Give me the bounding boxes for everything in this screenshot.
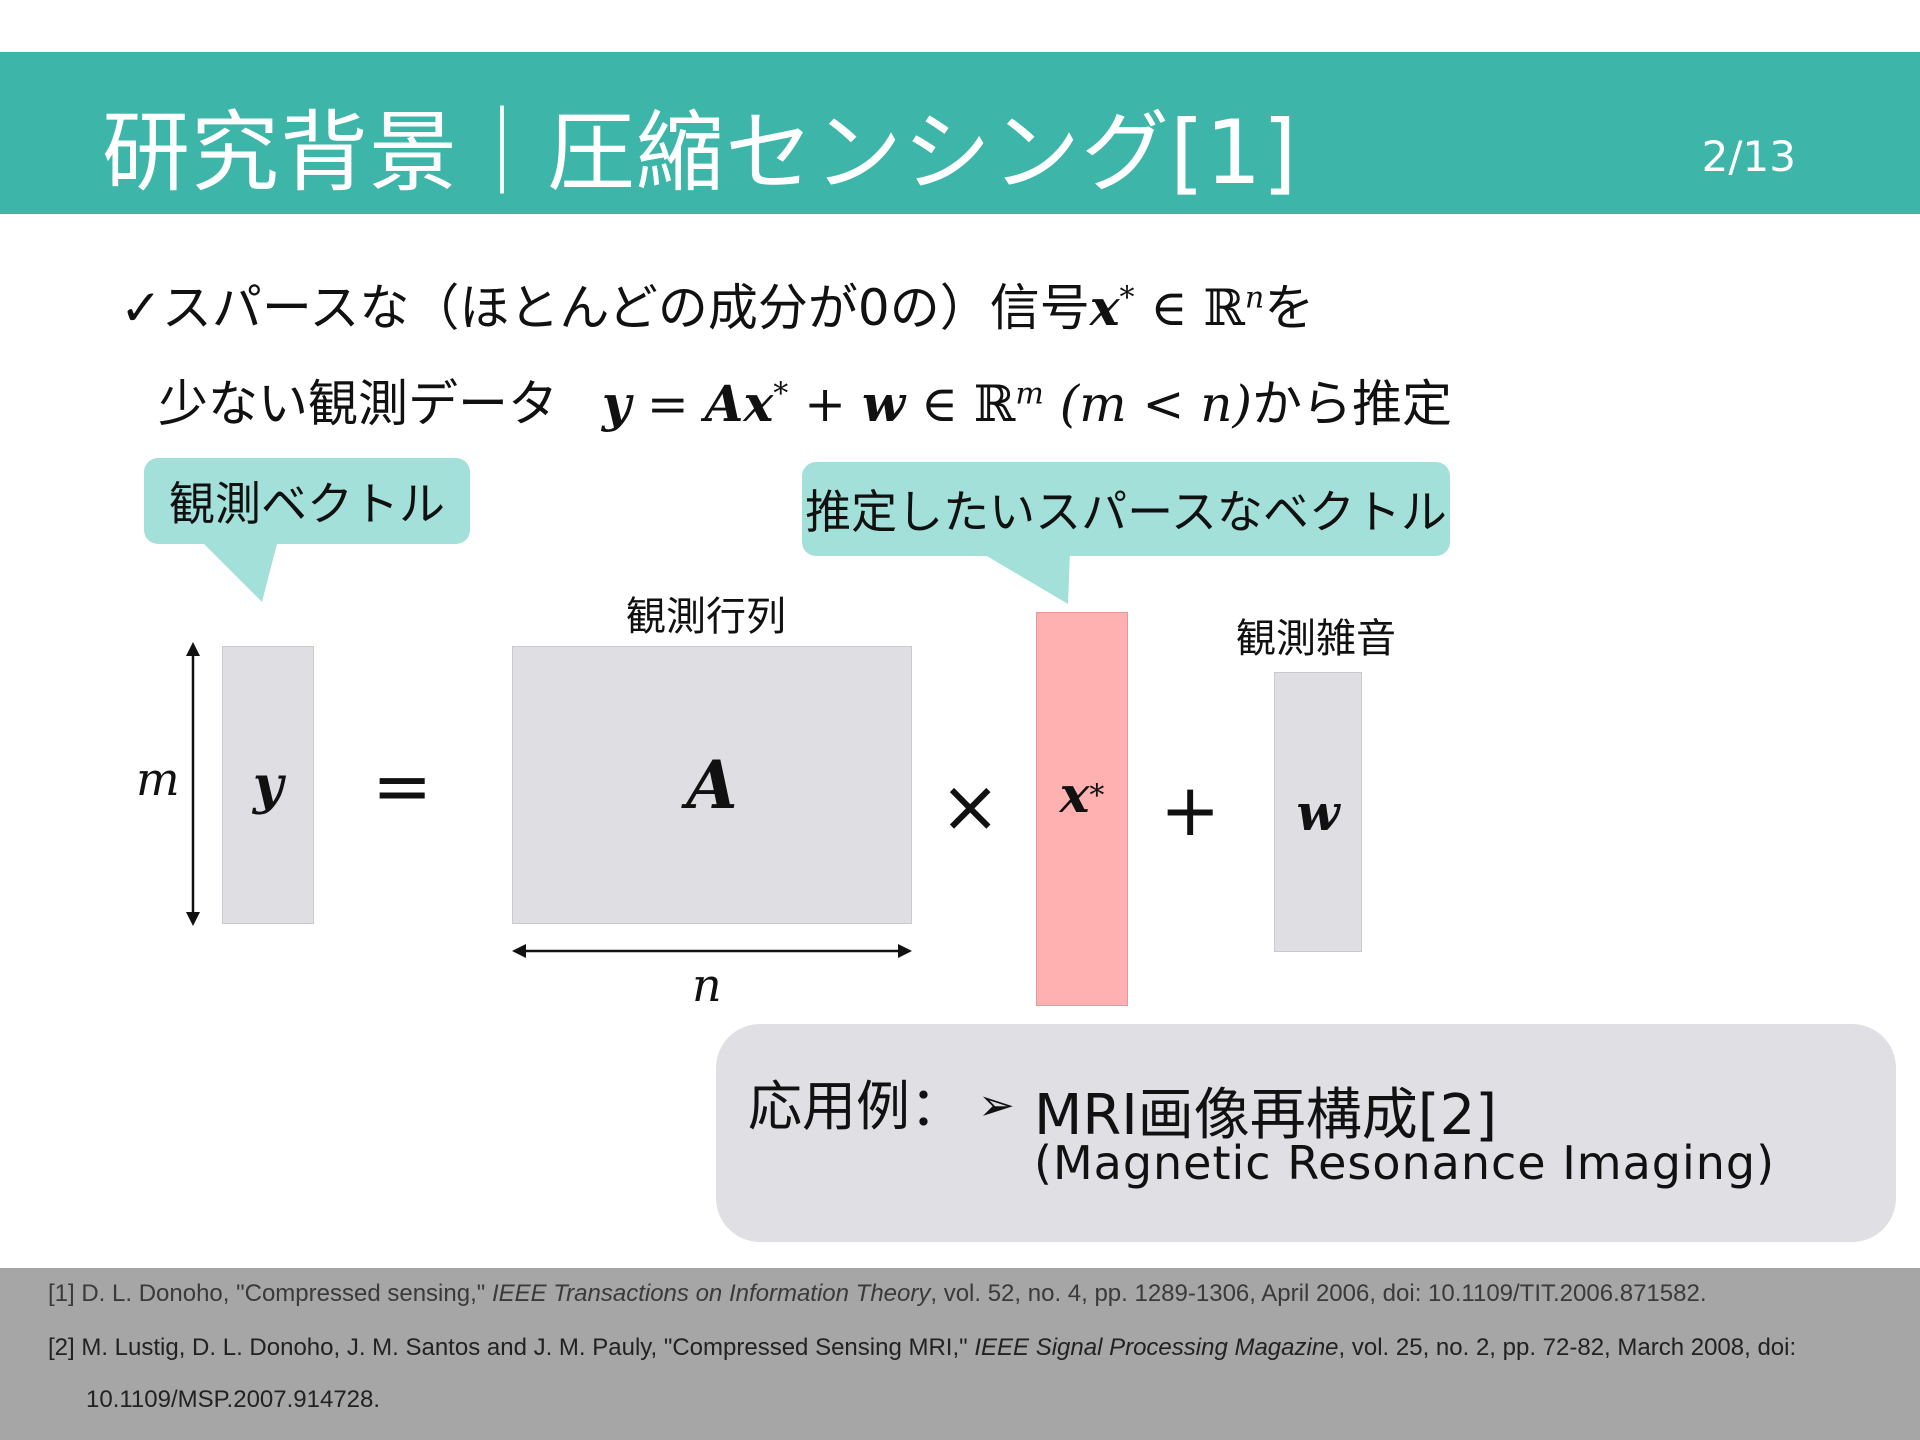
arrow-bullet-icon: ➢ [978, 1080, 1015, 1131]
operator-times: × [940, 764, 1001, 848]
math-condition: (m < n) [1043, 375, 1253, 433]
vector-y: y [222, 646, 314, 924]
reference-1: [1] D. L. Donoho, "Compressed sensing," … [48, 1280, 1707, 1308]
vector-x-star: x* [1036, 612, 1128, 1006]
bullet-text-1: スパースな（ほとんどの成分が0の）信号 [161, 279, 1090, 337]
math-plus: + [788, 375, 862, 433]
math-sup-m: m [1015, 376, 1044, 412]
references-footer [0, 1268, 1920, 1440]
dim-label-m: m [136, 752, 180, 806]
math-star2: * [773, 376, 789, 412]
reference-2-journal: IEEE Signal Processing Magazine [974, 1334, 1339, 1361]
symbol-A: A [686, 746, 738, 824]
reference-1-authors: [1] D. L. Donoho, "Compressed sensing," [48, 1280, 492, 1307]
bullet-line-2: 少ない観測データ y = Ax* + w ∈ ℝm (m < n)から推定 [158, 364, 1452, 436]
math-x2: x [743, 374, 774, 433]
bullet-text-2: 少ない観測データ [158, 375, 558, 433]
reference-1-journal: IEEE Transactions on Information Theory [491, 1280, 931, 1307]
callout-right-tail [980, 552, 1070, 604]
math-eq: = [630, 375, 705, 433]
math-in-r: ∈ ℝ [1134, 279, 1245, 337]
reference-2-doi: 10.1109/MSP.2007.914728. [86, 1386, 381, 1413]
reference-1-details: , vol. 52, no. 4, pp. 1289-1306, April 2… [930, 1280, 1707, 1307]
callout-left-tail [200, 540, 278, 602]
application-subtitle: (Magnetic Resonance Imaging) [1034, 1136, 1776, 1190]
symbol-star: * [1089, 778, 1105, 814]
dimension-arrow-n [512, 944, 912, 958]
math-A: A [704, 374, 744, 433]
math-y: y [601, 374, 631, 433]
bullet-tail-2: から推定 [1252, 375, 1453, 433]
check-icon: ✓ [120, 279, 162, 337]
page-number: 2/13 [1701, 132, 1796, 181]
dim-label-n: n [692, 958, 722, 1012]
callout-sparse-vector: 推定したいスパースなベクトル [802, 462, 1450, 556]
bullet-tail-1: を [1264, 279, 1315, 337]
application-label: 応用例： [748, 1075, 964, 1138]
reference-2: [2] M. Lustig, D. L. Donoho, J. M. Santo… [48, 1334, 1796, 1362]
reference-2-authors: [2] M. Lustig, D. L. Donoho, J. M. Santo… [48, 1334, 975, 1361]
operator-plus: + [1160, 768, 1221, 852]
label-observation-matrix: 観測行列 [626, 594, 786, 640]
title-bar [0, 52, 1920, 214]
math-w: w [861, 374, 905, 433]
matrix-A: A [512, 646, 912, 924]
reference-2-details: , vol. 25, no. 2, pp. 72-82, March 2008,… [1338, 1334, 1797, 1361]
callout-observation-vector: 観測ベクトル [144, 458, 470, 544]
math-sup-n: n [1244, 280, 1265, 316]
vector-w: w [1274, 672, 1362, 952]
symbol-w: w [1296, 782, 1340, 842]
callout-observation-label: 観測ベクトル [169, 477, 445, 531]
operator-equals: = [372, 744, 433, 828]
application-box [716, 1024, 1896, 1242]
math-star: * [1119, 280, 1135, 316]
symbol-y: y [252, 754, 284, 816]
application-item: MRI画像再構成[2] [1034, 1083, 1498, 1148]
slide-title: 研究背景｜圧縮センシング[1] [102, 101, 1298, 204]
label-observation-noise: 観測雑音 [1236, 616, 1396, 662]
callout-sparse-label: 推定したいスパースなベクトル [805, 485, 1447, 539]
dimension-arrow-m [186, 642, 200, 926]
math-x: x [1089, 278, 1120, 337]
bullet-line-1: ✓スパースな（ほとんどの成分が0の）信号x* ∈ ℝnを [120, 268, 1314, 340]
symbol-x: x [1059, 764, 1090, 824]
math-in-r2: ∈ ℝ [905, 375, 1016, 433]
